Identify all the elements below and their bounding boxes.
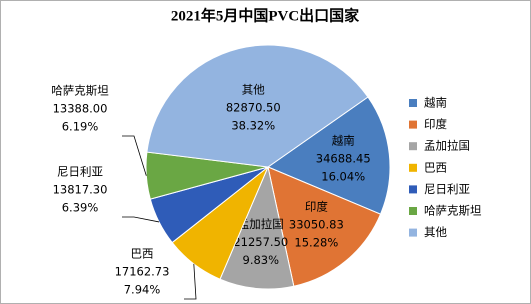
legend-swatch — [409, 207, 417, 215]
data-label-value: 13817.30 — [53, 183, 108, 197]
legend-label: 越南 — [424, 96, 447, 110]
data-label-percent: 15.28% — [294, 236, 338, 250]
legend-swatch — [409, 120, 417, 129]
data-label-category: 其他 — [242, 82, 265, 96]
chart-title: 2021年5月中国PVC出口国家 — [171, 6, 359, 24]
leader-line — [122, 135, 147, 176]
data-label-category: 哈萨克斯坦 — [51, 84, 109, 98]
data-label-percent: 7.94% — [124, 283, 161, 297]
data-label-value: 33050.83 — [289, 218, 344, 232]
pie-slice — [146, 44, 369, 168]
data-label-value: 17162.73 — [115, 265, 170, 279]
pie-slice — [219, 165, 295, 290]
data-label-percent: 38.32% — [231, 118, 275, 132]
data-label-percent: 6.19% — [62, 120, 99, 134]
data-label-value: 13388.00 — [53, 102, 108, 116]
legend-label: 孟加拉国 — [424, 139, 470, 153]
legend-swatch — [409, 228, 417, 237]
legend-label: 印度 — [424, 117, 447, 131]
pie-slice — [266, 96, 391, 215]
data-label-value: 21257.50 — [233, 235, 288, 249]
data-label-percent: 6.39% — [62, 201, 99, 215]
pie-slice — [267, 166, 382, 287]
data-label-category: 尼日利亚 — [57, 165, 103, 179]
legend-swatch — [409, 185, 417, 194]
data-label-value: 82870.50 — [226, 100, 281, 114]
legend-label: 哈萨克斯坦 — [424, 204, 482, 218]
data-label-percent: 16.04% — [321, 169, 365, 183]
data-label-category: 巴西 — [131, 247, 154, 261]
legend-label: 巴西 — [424, 160, 447, 174]
data-label-value: 34688.45 — [316, 151, 371, 165]
legend-label: 尼日利亚 — [424, 182, 470, 196]
data-label-category: 孟加拉国 — [238, 217, 284, 231]
legend-swatch — [409, 99, 417, 107]
leader-line — [122, 216, 160, 223]
data-label-category: 印度 — [305, 200, 328, 214]
data-label-percent: 9.83% — [243, 253, 280, 267]
leader-line — [184, 263, 197, 300]
legend-swatch — [409, 163, 417, 172]
legend-swatch — [409, 142, 417, 151]
data-label-category: 越南 — [332, 133, 355, 147]
legend-label: 其他 — [424, 225, 447, 239]
